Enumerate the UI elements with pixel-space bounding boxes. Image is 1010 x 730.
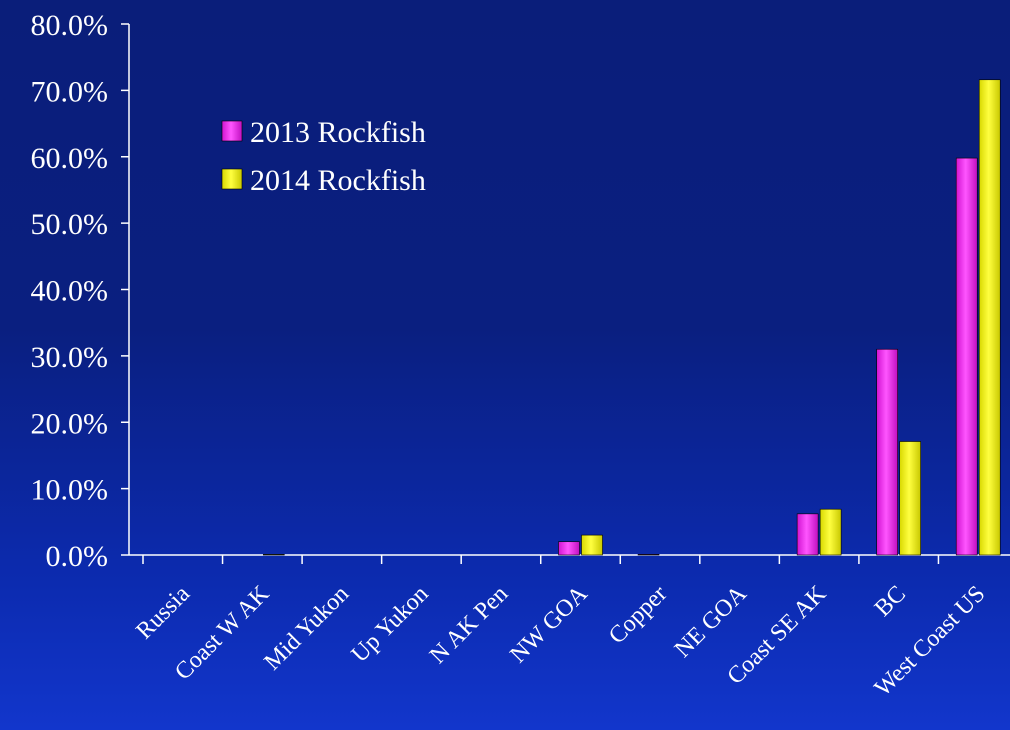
x-tick-label: Mid Yukon [259,581,354,676]
bar-series-2014 [581,534,603,556]
legend: 2013 Rockfish 2014 Rockfish [221,116,426,197]
tick-labels: 0.0% 10.0% 20.0% 30.0% 40.0% 50.0% 60.0% 70.0% 8… [31,9,991,702]
x-tick-label: NE GOA [670,580,752,662]
x-tick-label: N AK Pen [425,581,513,669]
x-tick-label: Up Yukon [347,581,434,668]
y-tick-label: 10.0% [31,474,109,507]
y-tick-label: 80.0% [31,9,109,42]
bar-series-2014 [819,508,842,556]
legend-label: 2013 Rockfish [250,116,426,149]
bar-series-2014 [978,79,1001,556]
x-tick-label: BC [870,581,911,622]
y-tick-label: 20.0% [31,407,109,440]
bars [263,79,1001,556]
bar-series-2013 [955,157,978,556]
bar-series-2013 [876,348,898,556]
legend-swatch-2014 [221,168,243,190]
y-tick-label: 50.0% [31,208,109,241]
x-tick-label: Copper [604,581,672,649]
y-tick-label: 40.0% [31,275,109,308]
bar-series-2013 [796,513,819,556]
y-tick-label: 60.0% [31,142,109,175]
y-tick-label: 0.0% [46,540,109,573]
legend-label: 2014 Rockfish [250,164,426,197]
legend-swatch-2013 [221,120,243,142]
x-tick-label: NW GOA [505,580,593,668]
x-tick-label: Russia [131,581,195,645]
y-tick-label: 30.0% [31,341,109,374]
bar-series-2013 [558,541,580,556]
bar-series-2014 [899,441,921,556]
bar-series-2013 [637,554,660,556]
y-tick-label: 70.0% [31,75,109,108]
bar-series-2014 [263,554,285,556]
